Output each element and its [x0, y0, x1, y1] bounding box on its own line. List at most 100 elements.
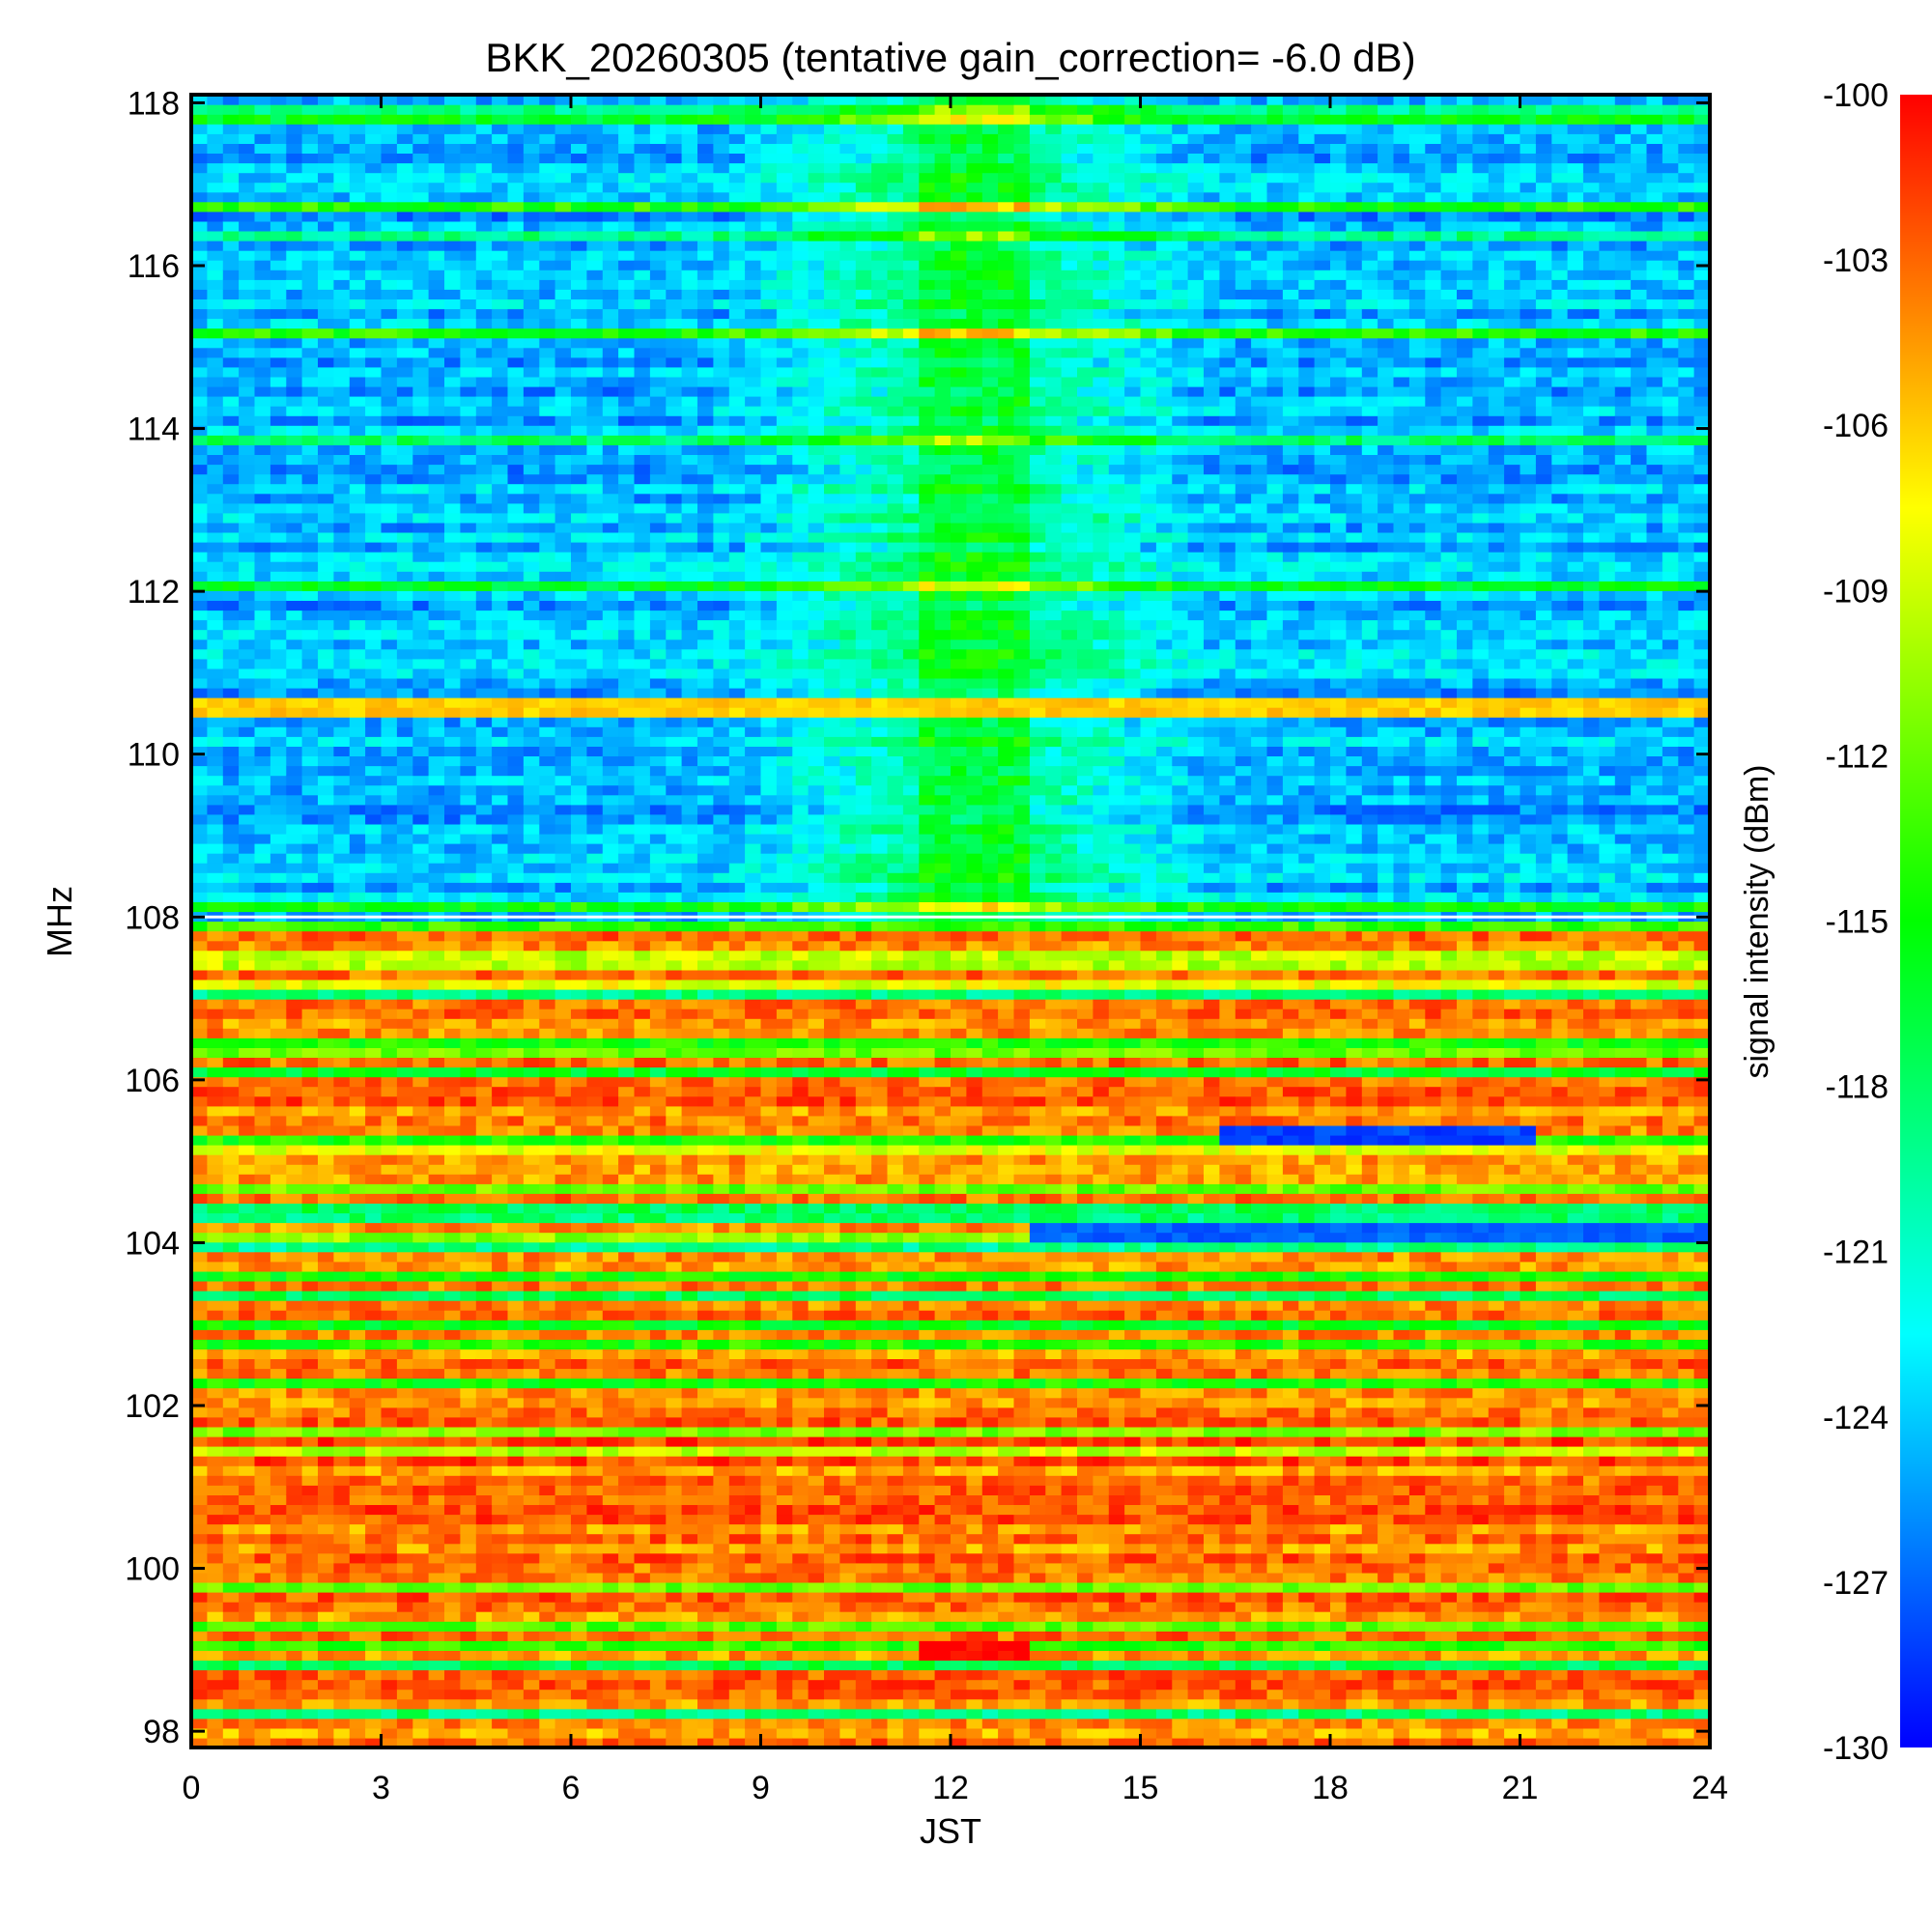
heatmap-cell	[602, 1174, 619, 1184]
heatmap-cell	[634, 658, 651, 669]
heatmap-cell	[428, 1581, 445, 1593]
heatmap-cell	[523, 1086, 540, 1097]
heatmap-cell	[586, 1465, 604, 1476]
heatmap-cell	[239, 1124, 256, 1136]
heatmap-cell	[618, 882, 636, 893]
heatmap-cell	[396, 979, 413, 990]
heatmap-cell	[207, 921, 224, 932]
heatmap-cell	[222, 1358, 240, 1370]
heatmap-cell	[475, 502, 493, 514]
heatmap-cell	[349, 250, 366, 261]
heatmap-cell	[460, 940, 477, 952]
heatmap-cell	[254, 1134, 271, 1146]
heatmap-cell	[492, 104, 509, 115]
heatmap-cell	[191, 1047, 208, 1058]
heatmap-cell	[571, 1300, 587, 1311]
heatmap-cell	[634, 512, 651, 524]
heatmap-cell	[222, 717, 240, 727]
heatmap-cell	[396, 502, 413, 514]
heatmap-cell	[222, 940, 240, 952]
heatmap-cell	[301, 1581, 319, 1593]
heatmap-cell	[396, 1154, 413, 1165]
heatmap-cell	[333, 444, 351, 455]
heatmap-cell	[239, 1435, 256, 1447]
heatmap-cell	[428, 1737, 445, 1747]
heatmap-cell	[365, 1057, 383, 1068]
heatmap-cell	[444, 1300, 461, 1311]
heatmap-cell	[492, 804, 509, 815]
heatmap-cell	[539, 1164, 556, 1175]
heatmap-cell	[554, 1203, 572, 1214]
heatmap-cell	[191, 153, 208, 164]
heatmap-cell	[634, 1232, 651, 1243]
heatmap-cell	[602, 1066, 619, 1078]
heatmap-cell	[396, 1660, 413, 1671]
heatmap-cell	[507, 337, 525, 349]
heatmap-cell	[428, 327, 445, 339]
heatmap-cell	[649, 1416, 667, 1428]
heatmap-cell	[571, 1669, 587, 1681]
heatmap-cell	[602, 755, 619, 767]
heatmap-cell	[554, 1475, 572, 1486]
heatmap-cell	[318, 104, 334, 115]
heatmap-cell	[539, 172, 556, 184]
heatmap-cell	[381, 863, 398, 873]
heatmap-cell	[554, 1543, 572, 1554]
heatmap-cell	[333, 658, 351, 669]
heatmap-cell	[222, 415, 240, 426]
heatmap-cell	[254, 736, 271, 747]
heatmap-cell	[492, 959, 509, 971]
heatmap-cell	[571, 1631, 587, 1641]
heatmap-cell	[191, 289, 208, 299]
heatmap-cell	[254, 1572, 271, 1583]
heatmap-cell	[239, 600, 256, 611]
heatmap-cell	[254, 182, 271, 193]
heatmap-cell	[396, 1076, 413, 1088]
heatmap-cell	[207, 1611, 224, 1622]
heatmap-cell	[523, 162, 540, 174]
heatmap-cell	[286, 1009, 303, 1019]
heatmap-cell	[333, 853, 351, 864]
heatmap-cell	[602, 1727, 619, 1739]
heatmap-cell	[412, 1154, 430, 1165]
heatmap-cell	[412, 969, 430, 980]
heatmap-cell	[222, 1300, 240, 1311]
heatmap-cell	[191, 677, 208, 689]
heatmap-cell	[286, 1660, 303, 1671]
heatmap-cell	[507, 1086, 525, 1097]
heatmap-cell	[618, 1727, 636, 1739]
heatmap-cell	[460, 1349, 477, 1359]
heatmap-cell	[396, 337, 413, 349]
heatmap-cell	[444, 337, 461, 349]
heatmap-cell	[634, 639, 651, 650]
heatmap-cell	[254, 1270, 271, 1282]
heatmap-cell	[492, 318, 509, 329]
heatmap-cell	[333, 940, 351, 952]
heatmap-cell	[618, 1134, 636, 1146]
heatmap-cell	[602, 1212, 619, 1224]
heatmap-cell	[191, 542, 208, 553]
heatmap-cell	[191, 843, 208, 854]
heatmap-cell	[396, 969, 413, 980]
heatmap-cell	[571, 483, 587, 495]
heatmap-cell	[492, 1435, 509, 1447]
heatmap-cell	[444, 833, 461, 844]
heatmap-cell	[286, 337, 303, 349]
heatmap-cell	[191, 629, 208, 640]
heatmap-cell	[254, 289, 271, 299]
heatmap-cell	[554, 1095, 572, 1107]
heatmap-cell	[365, 969, 383, 980]
heatmap-cell	[254, 347, 271, 358]
heatmap-cell	[318, 1300, 334, 1311]
heatmap-cell	[239, 260, 256, 270]
heatmap-cell	[239, 833, 256, 844]
heatmap-cell	[333, 1241, 351, 1253]
heatmap-cell	[539, 1358, 556, 1370]
heatmap-cell	[444, 639, 461, 650]
heatmap-cell	[475, 1222, 493, 1234]
heatmap-cell	[428, 581, 445, 591]
heatmap-cell	[301, 1232, 319, 1243]
heatmap-cell	[254, 1562, 271, 1574]
heatmap-cell	[412, 959, 430, 971]
heatmap-cell	[381, 502, 398, 514]
